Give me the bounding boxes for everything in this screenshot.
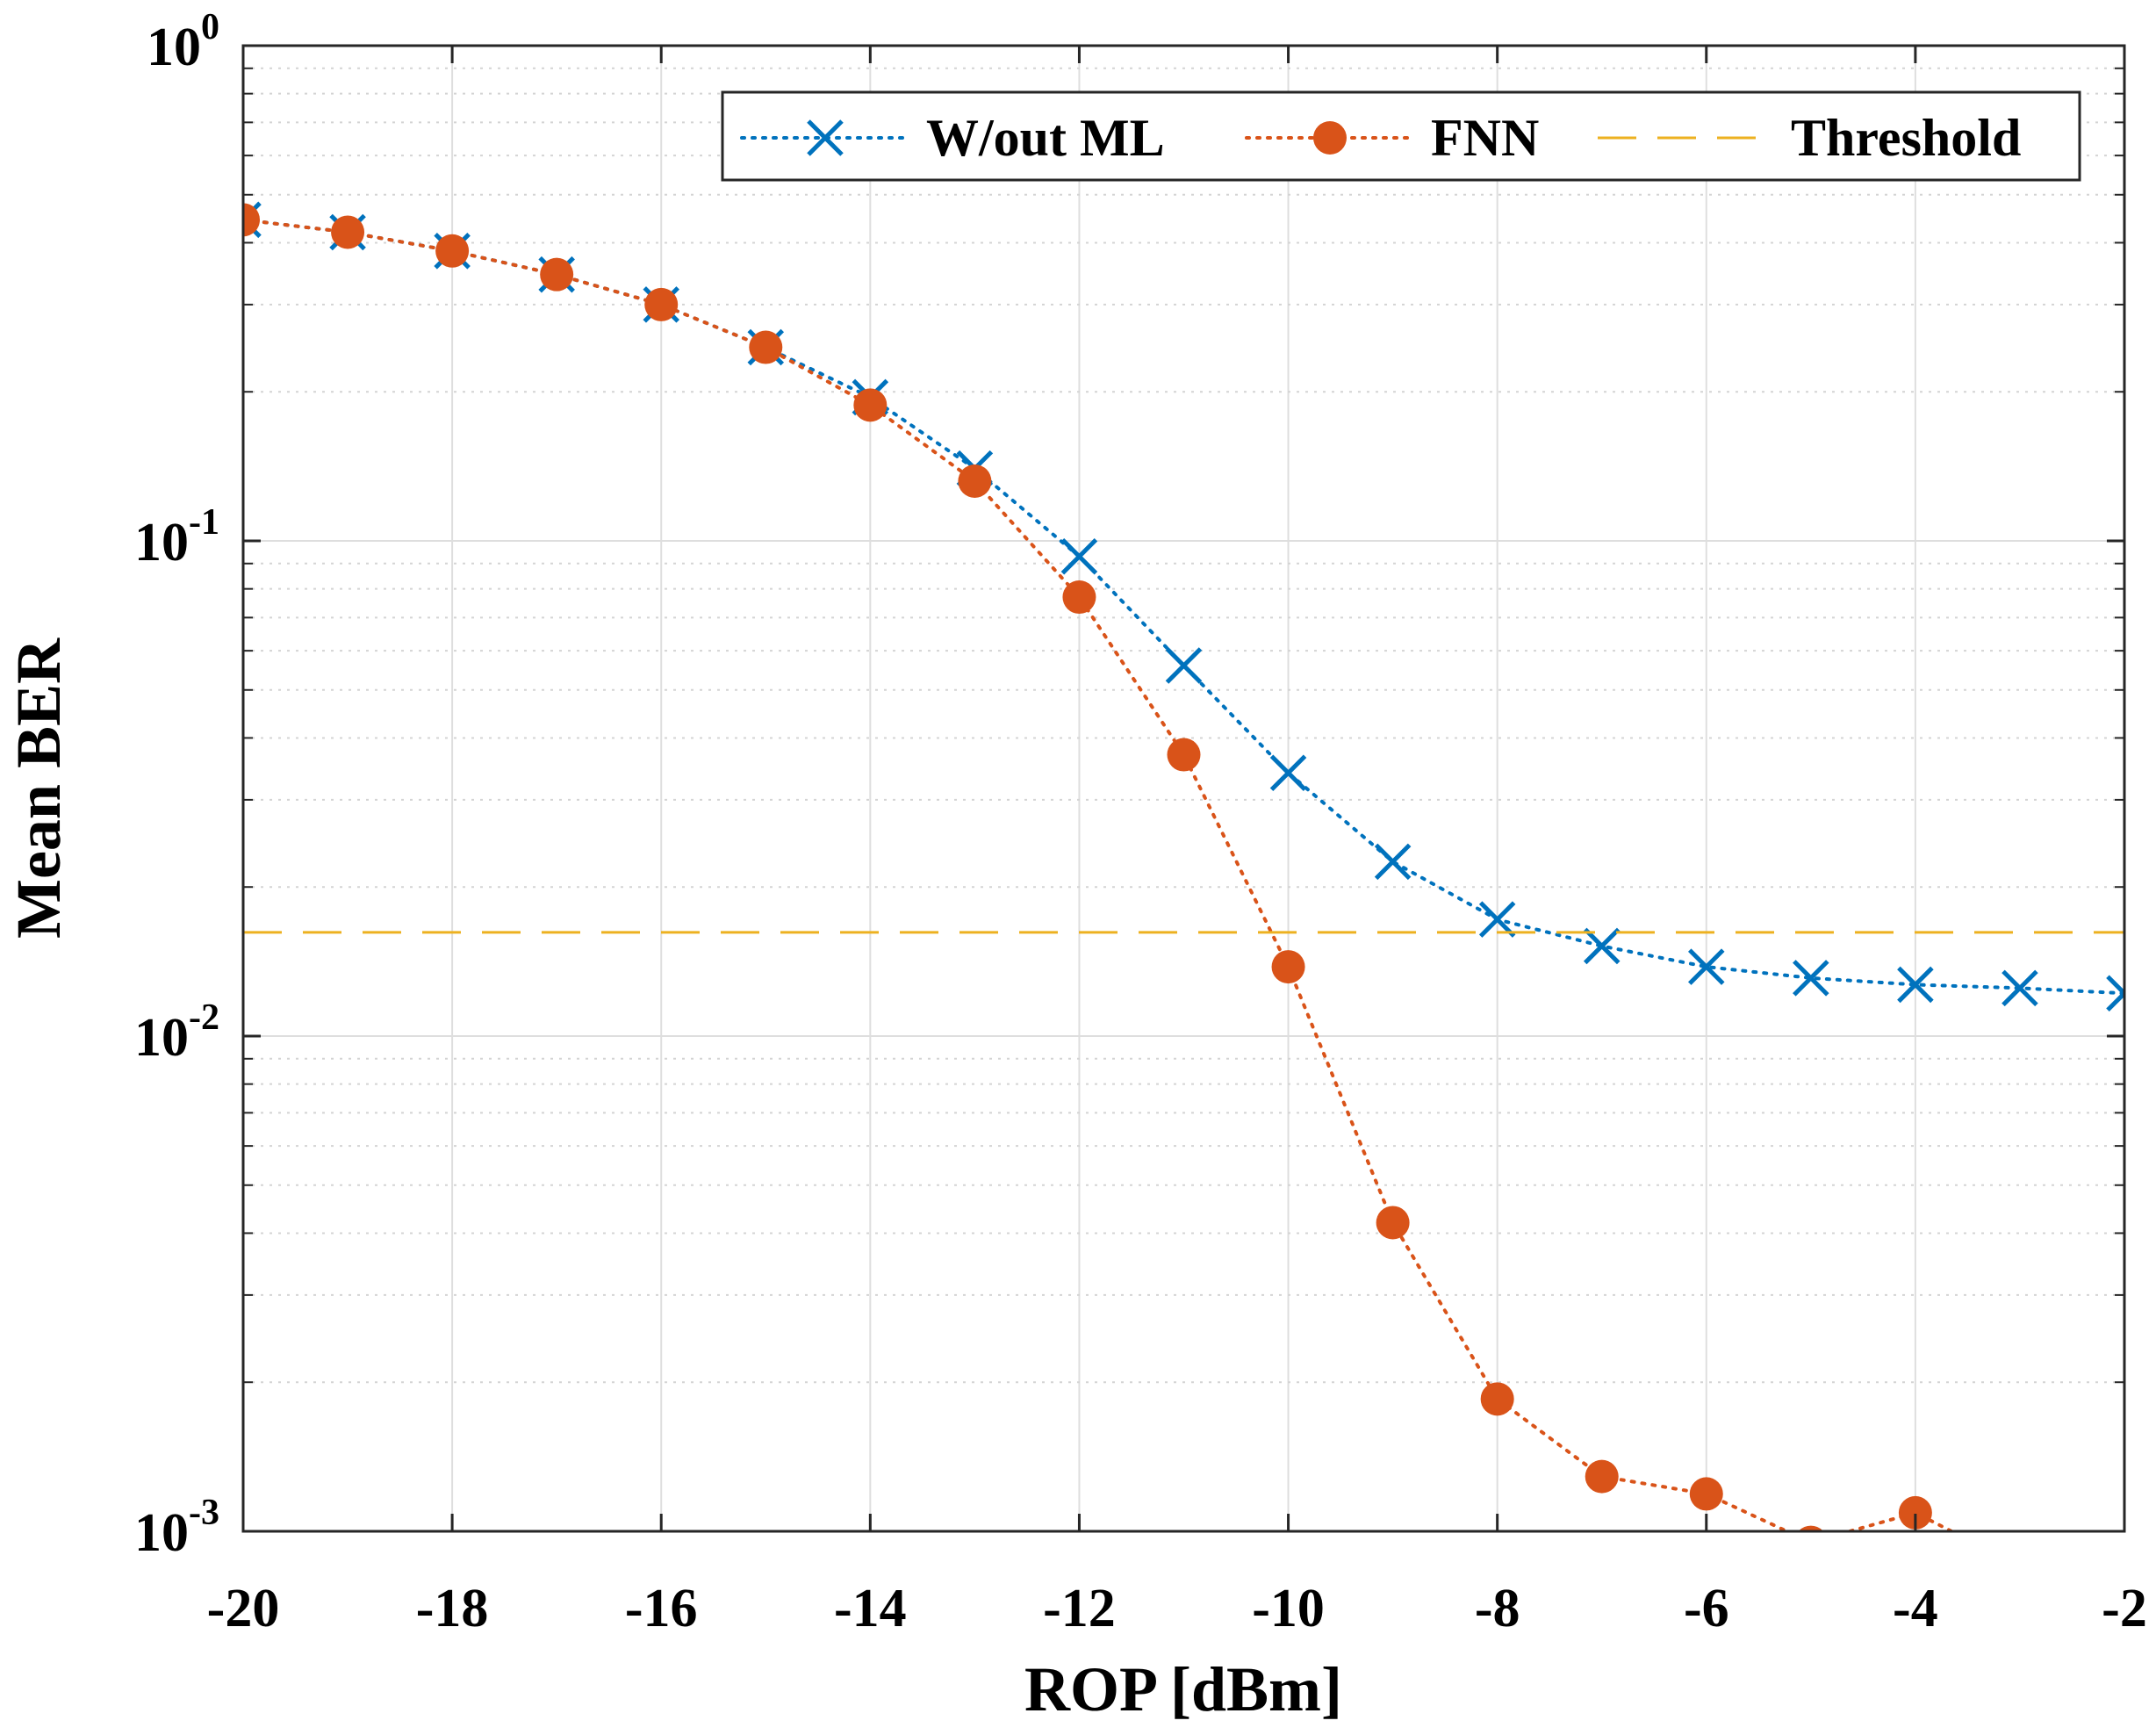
legend-entry-w-out-ml: W/out ML [740, 109, 1165, 167]
x-axis-title: ROP [dBm] [1024, 1654, 1342, 1724]
x-tick-label: -16 [625, 1579, 698, 1638]
fnn-marker [644, 287, 679, 321]
x-tick-label: -18 [416, 1579, 489, 1638]
y-axis-title: Mean BER [4, 637, 74, 939]
x-tick-label: -8 [1475, 1579, 1520, 1638]
legend-marker-w-out-ml [807, 119, 844, 156]
y-tick-label: 10-1 [134, 502, 219, 572]
w-out-ml-marker [1793, 960, 1829, 997]
x-tick-label: -2 [2102, 1579, 2147, 1638]
fnn-marker [1167, 738, 1201, 772]
fnn-marker [958, 464, 992, 498]
legend-label-threshold: Threshold [1791, 109, 2021, 167]
x-tick-label: -10 [1252, 1579, 1325, 1638]
fnn-line [243, 218, 1956, 1531]
fnn-marker [540, 257, 574, 292]
fnn-marker [1271, 950, 1305, 984]
legend-box [721, 90, 2081, 182]
w-out-ml-marker [1374, 843, 1412, 881]
plot-area [243, 46, 2124, 1531]
fnn-marker [1898, 1495, 1932, 1530]
w-out-ml-marker [2106, 975, 2124, 1012]
w-out-ml-marker [2001, 969, 2038, 1007]
fnn-marker [243, 203, 260, 237]
legend-label-w-out-ml: W/out ML [926, 109, 1165, 167]
fnn-marker [1689, 1477, 1723, 1511]
x-tick-label: -4 [1893, 1579, 1938, 1638]
fnn-marker [1480, 1382, 1514, 1416]
x-tick-labels: -20 -18 -16 -14 -12 -10 -8 -6 -4 -2 [207, 1579, 2147, 1638]
legend-label-fnn: FNN [1431, 109, 1539, 167]
legend-entry-fnn: FNN [1245, 109, 1539, 167]
w-out-ml-marker [1583, 927, 1621, 965]
x-tick-label: -6 [1684, 1579, 1729, 1638]
w-out-ml-marker [1897, 966, 1934, 1004]
series-layer [243, 201, 2124, 1583]
fnn-marker [1585, 1459, 1619, 1494]
x-tick-label: -20 [207, 1579, 280, 1638]
legend-entry-threshold: Threshold [1598, 109, 2021, 167]
y-tick-label: 10-2 [134, 997, 219, 1068]
w-out-ml-marker [1165, 647, 1203, 684]
fnn-marker [1798, 1525, 1824, 1531]
w-out-ml-marker [1478, 901, 1516, 938]
y-tick-label: 100 [147, 7, 219, 77]
fnn-marker [331, 215, 365, 249]
fnn-marker [1062, 580, 1096, 615]
ticks [241, 44, 2126, 1533]
x-tick-label: -14 [834, 1579, 907, 1638]
y-tick-labels: 100 10-1 10-2 10-3 [134, 7, 219, 1563]
plot-frame [241, 44, 2126, 1533]
legend-marker-fnn [1313, 121, 1347, 155]
fnn-marker [853, 388, 888, 422]
fnn-marker [2003, 1550, 2037, 1583]
legend: W/out ML FNN Threshold [721, 90, 2081, 182]
fnn-marker [1376, 1206, 1410, 1240]
w-out-ml-marker [1269, 754, 1307, 792]
fnn-marker [749, 330, 783, 364]
x-tick-label: -12 [1043, 1579, 1116, 1638]
fnn-marker [435, 234, 470, 268]
w-out-ml-marker [1060, 538, 1098, 575]
w-out-ml-marker [1688, 948, 1725, 985]
y-tick-label: 10-3 [134, 1493, 219, 1563]
legend-entries: W/out ML FNN Threshold [740, 109, 2021, 167]
